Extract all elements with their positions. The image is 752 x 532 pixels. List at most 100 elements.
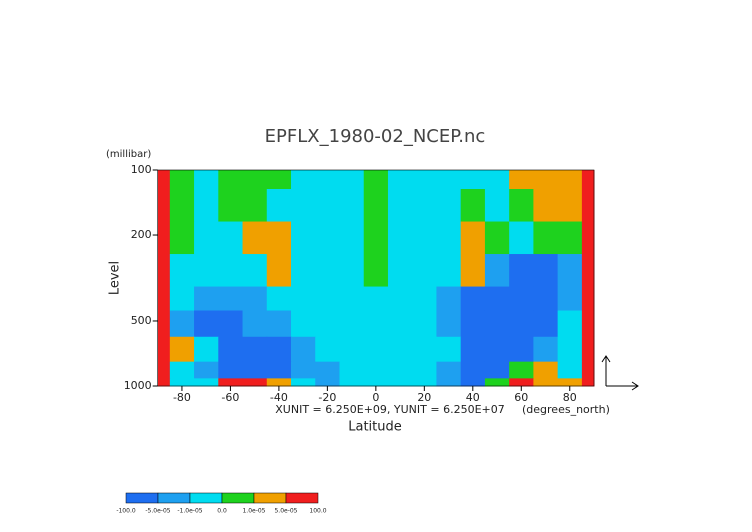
- contour-cell: [194, 254, 219, 288]
- contour-cell: [412, 189, 437, 223]
- contour-cell: [157, 286, 171, 312]
- contour-cell: [436, 189, 462, 223]
- contour-cell: [581, 221, 595, 255]
- contour-cell: [533, 221, 559, 255]
- contour-cell: [484, 221, 510, 255]
- contour-cell: [169, 254, 195, 288]
- contour-cell: [218, 170, 244, 190]
- contour-cell: [315, 286, 340, 312]
- contour-cell: [194, 361, 219, 379]
- contour-cell: [412, 361, 437, 379]
- colorbar-swatch: [125, 492, 159, 504]
- contour-cell: [412, 286, 437, 312]
- contour-cell: [169, 189, 195, 223]
- contour-cell: [157, 336, 171, 363]
- colorbar-label: 100.0: [309, 508, 326, 515]
- contour-cell: [363, 189, 389, 223]
- colorbar-label: 1.0e-05: [242, 508, 265, 515]
- contour-cell: [387, 361, 413, 379]
- contour-cell: [436, 254, 462, 288]
- contour-cell: [557, 221, 583, 255]
- y-unit: (millibar): [106, 149, 151, 160]
- contour-cell: [169, 336, 195, 363]
- contour-cell: [557, 189, 583, 223]
- contour-cell: [315, 361, 340, 379]
- contour-cell: [436, 286, 462, 312]
- contour-cell: [242, 170, 268, 190]
- contour-cell: [169, 378, 195, 387]
- contour-cell: [157, 361, 171, 379]
- contour-cell: [266, 378, 292, 387]
- contour-cell: [557, 361, 583, 379]
- contour-cell: [291, 221, 316, 255]
- contour-cell: [387, 378, 413, 387]
- x-tick-label: -80: [173, 391, 191, 404]
- contour-cell: [157, 189, 171, 223]
- vector-scale-note: XUNIT = 6.250E+09, YUNIT = 6.250E+07: [275, 403, 504, 416]
- contour-cell: [533, 378, 559, 387]
- contour-cell: [266, 254, 292, 288]
- contour-cell: [242, 286, 268, 312]
- contour-cell: [266, 361, 292, 379]
- contour-cell: [242, 310, 268, 338]
- contour-cell: [339, 378, 365, 387]
- contour-cell: [315, 310, 340, 338]
- contour-cell: [363, 286, 389, 312]
- contour-cell: [460, 170, 486, 190]
- contour-cell: [218, 361, 244, 379]
- contour-cell: [315, 189, 340, 223]
- contour-cell: [339, 170, 365, 190]
- contour-field: [157, 170, 595, 387]
- contour-cell: [387, 336, 413, 363]
- contour-cell: [460, 286, 486, 312]
- contour-cell: [194, 189, 219, 223]
- contour-cell: [218, 378, 244, 387]
- contour-cell: [387, 254, 413, 288]
- contour-cell: [363, 310, 389, 338]
- contour-cell: [557, 286, 583, 312]
- contour-cell: [436, 336, 462, 363]
- contour-cell: [194, 170, 219, 190]
- contour-cell: [242, 361, 268, 379]
- contour-cell: [157, 170, 171, 190]
- x-tick-label: 40: [466, 391, 480, 404]
- contour-cell: [460, 310, 486, 338]
- colorbar-swatch: [189, 492, 223, 504]
- contour-cell: [412, 310, 437, 338]
- contour-cell: [484, 310, 510, 338]
- contour-cell: [436, 310, 462, 338]
- contour-cell: [291, 170, 316, 190]
- colorbar-swatch: [157, 492, 191, 504]
- colorbar-label: -1.0e-05: [177, 508, 202, 515]
- contour-cell: [412, 170, 437, 190]
- contour-cell: [339, 254, 365, 288]
- contour-cell: [169, 286, 195, 312]
- contour-cell: [533, 254, 559, 288]
- contour-cell: [581, 361, 595, 379]
- contour-cell: [218, 336, 244, 363]
- contour-cell: [509, 189, 534, 223]
- x-tick-label: 20: [417, 391, 431, 404]
- chart-title: EPFLX_1980-02_NCEP.nc: [265, 126, 486, 147]
- contour-cell: [509, 170, 534, 190]
- contour-cell: [218, 254, 244, 288]
- contour-cell: [533, 310, 559, 338]
- contour-cell: [581, 170, 595, 190]
- y-tick-label: 500: [131, 314, 152, 327]
- x-tick-label: -20: [318, 391, 336, 404]
- contour-cell: [363, 336, 389, 363]
- contour-cell: [460, 221, 486, 255]
- contour-cell: [387, 310, 413, 338]
- y-tick-label: 1000: [124, 379, 152, 392]
- contour-cell: [363, 361, 389, 379]
- contour-cell: [315, 254, 340, 288]
- contour-cell: [460, 336, 486, 363]
- contour-cell: [436, 361, 462, 379]
- contour-cell: [315, 170, 340, 190]
- contour-cell: [557, 310, 583, 338]
- contour-cell: [557, 254, 583, 288]
- contour-cell: [509, 336, 534, 363]
- x-tick-label: 60: [514, 391, 528, 404]
- contour-cell: [218, 310, 244, 338]
- contour-cell: [557, 170, 583, 190]
